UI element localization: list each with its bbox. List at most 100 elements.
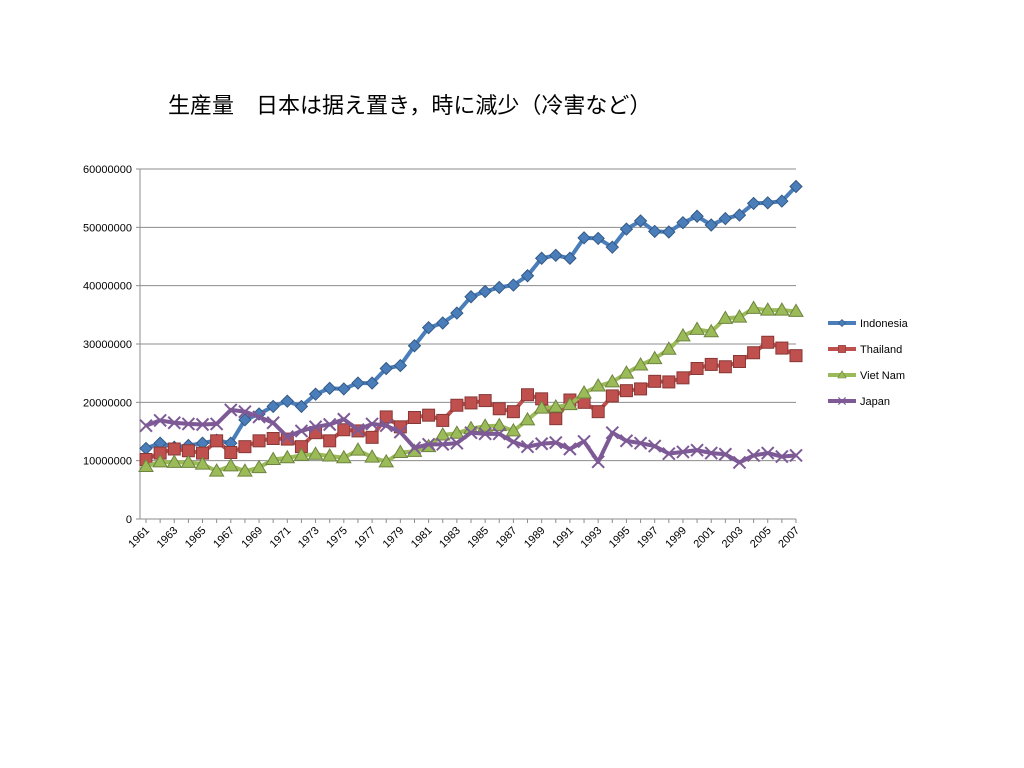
data-point-indonesia (351, 376, 365, 390)
data-point-indonesia (365, 376, 379, 390)
data-point-japan (464, 425, 478, 440)
data-point-indonesia (139, 441, 153, 456)
data-point-viet-nam (392, 444, 409, 458)
data-point-japan (633, 436, 648, 450)
data-point-japan (421, 437, 436, 452)
slide-title: 生産量 日本は据え置き，時に減少（冷害など） (168, 94, 652, 119)
data-point-viet-nam (759, 302, 776, 316)
data-point-viet-nam (604, 373, 621, 388)
data-point-japan (308, 420, 323, 434)
data-point-indonesia (280, 394, 295, 408)
gridlines (140, 168, 796, 462)
data-point-indonesia (520, 269, 535, 283)
data-point-viet-nam (293, 447, 310, 461)
y-tick-label: 0 (126, 514, 132, 526)
data-point-indonesia (322, 381, 337, 396)
data-point-indonesia (379, 361, 393, 376)
data-point-viet-nam (279, 449, 296, 464)
data-point-indonesia (676, 215, 690, 230)
data-point-japan (478, 427, 492, 441)
legend-marker (837, 396, 847, 406)
data-point-japan (379, 418, 393, 433)
data-point-thailand (676, 371, 690, 385)
data-point-japan (605, 425, 620, 440)
data-point-thailand (761, 335, 775, 349)
legend-marker (838, 345, 846, 353)
data-point-thailand (337, 423, 351, 437)
data-point-japan (224, 403, 238, 417)
y-tick-label: 10000000 (83, 456, 132, 468)
x-tick-label: 1997 (635, 525, 661, 551)
x-tick-label: 1963 (155, 525, 181, 551)
data-point-japan (294, 424, 309, 438)
x-tick-label: 1981 (409, 525, 435, 551)
data-point-indonesia (633, 214, 648, 228)
data-point-thailand (521, 388, 535, 402)
data-point-thailand (436, 413, 450, 427)
data-point-indonesia (732, 208, 747, 222)
data-point-thailand (605, 389, 619, 403)
data-point-viet-nam (194, 456, 211, 470)
data-point-viet-nam (646, 350, 663, 365)
data-point-viet-nam (660, 341, 677, 355)
x-tick-label: 1999 (663, 525, 689, 551)
data-point-thailand (789, 349, 803, 363)
data-point-thailand (492, 402, 506, 416)
x-tick-label: 1989 (522, 525, 548, 551)
data-point-thailand (775, 341, 789, 355)
data-point-japan (732, 455, 747, 470)
x-tick-label: 1991 (550, 525, 576, 551)
data-point-indonesia (421, 320, 436, 335)
data-point-thailand (365, 430, 379, 444)
data-point-indonesia (238, 413, 252, 427)
data-point-indonesia (308, 387, 323, 401)
data-point-thailand (252, 434, 266, 448)
data-point-thailand (323, 434, 337, 448)
data-point-indonesia (436, 316, 450, 330)
x-axis-tick-labels: 1961 1963 1965 1967 1969 1971 1973 1975 1977 1979… (126, 525, 802, 551)
data-point-viet-nam (180, 454, 197, 468)
x-tick-label: 1965 (183, 525, 209, 551)
data-point-viet-nam (321, 448, 338, 462)
data-point-japan (252, 410, 266, 424)
data-point-indonesia (789, 179, 803, 194)
legend-marker-thailand (838, 345, 846, 353)
x-tick-label: 1995 (607, 525, 633, 551)
data-point-japan (195, 417, 210, 432)
data-point-japan (704, 446, 718, 460)
x-tick-label: 1973 (296, 525, 322, 551)
x-tick-label: 1977 (352, 525, 378, 551)
data-point-indonesia (662, 225, 676, 239)
x-tick-label: 1985 (465, 525, 491, 551)
data-point-viet-nam (547, 399, 564, 413)
data-point-japan (563, 442, 577, 456)
data-point-viet-nam (350, 442, 366, 456)
data-point-indonesia (718, 211, 733, 226)
data-point-thailand (422, 408, 436, 422)
data-point-viet-nam (208, 463, 225, 477)
data-point-japan (209, 417, 224, 431)
data-point-thailand (238, 440, 252, 454)
data-point-viet-nam (378, 453, 395, 468)
data-point-japan (266, 416, 280, 430)
series-lines (138, 179, 804, 477)
data-point-japan (450, 436, 464, 450)
y-tick-label: 40000000 (83, 281, 132, 293)
data-point-indonesia (619, 222, 634, 236)
data-point-viet-nam (237, 463, 253, 477)
series-japan (139, 403, 803, 470)
data-point-viet-nam (773, 302, 790, 316)
data-point-japan (167, 416, 181, 430)
legend-label: Japan (860, 396, 890, 408)
data-point-japan (647, 439, 662, 453)
data-point-indonesia (761, 196, 775, 210)
data-point-indonesia (506, 278, 521, 292)
data-point-indonesia (407, 339, 422, 353)
data-point-thailand (690, 362, 704, 375)
series-thailand (139, 335, 803, 466)
data-point-viet-nam (364, 449, 380, 463)
legend-marker-japan (837, 396, 847, 406)
data-point-thailand (662, 375, 676, 389)
x-tick-label: 2005 (748, 525, 774, 551)
data-point-viet-nam (675, 327, 691, 342)
